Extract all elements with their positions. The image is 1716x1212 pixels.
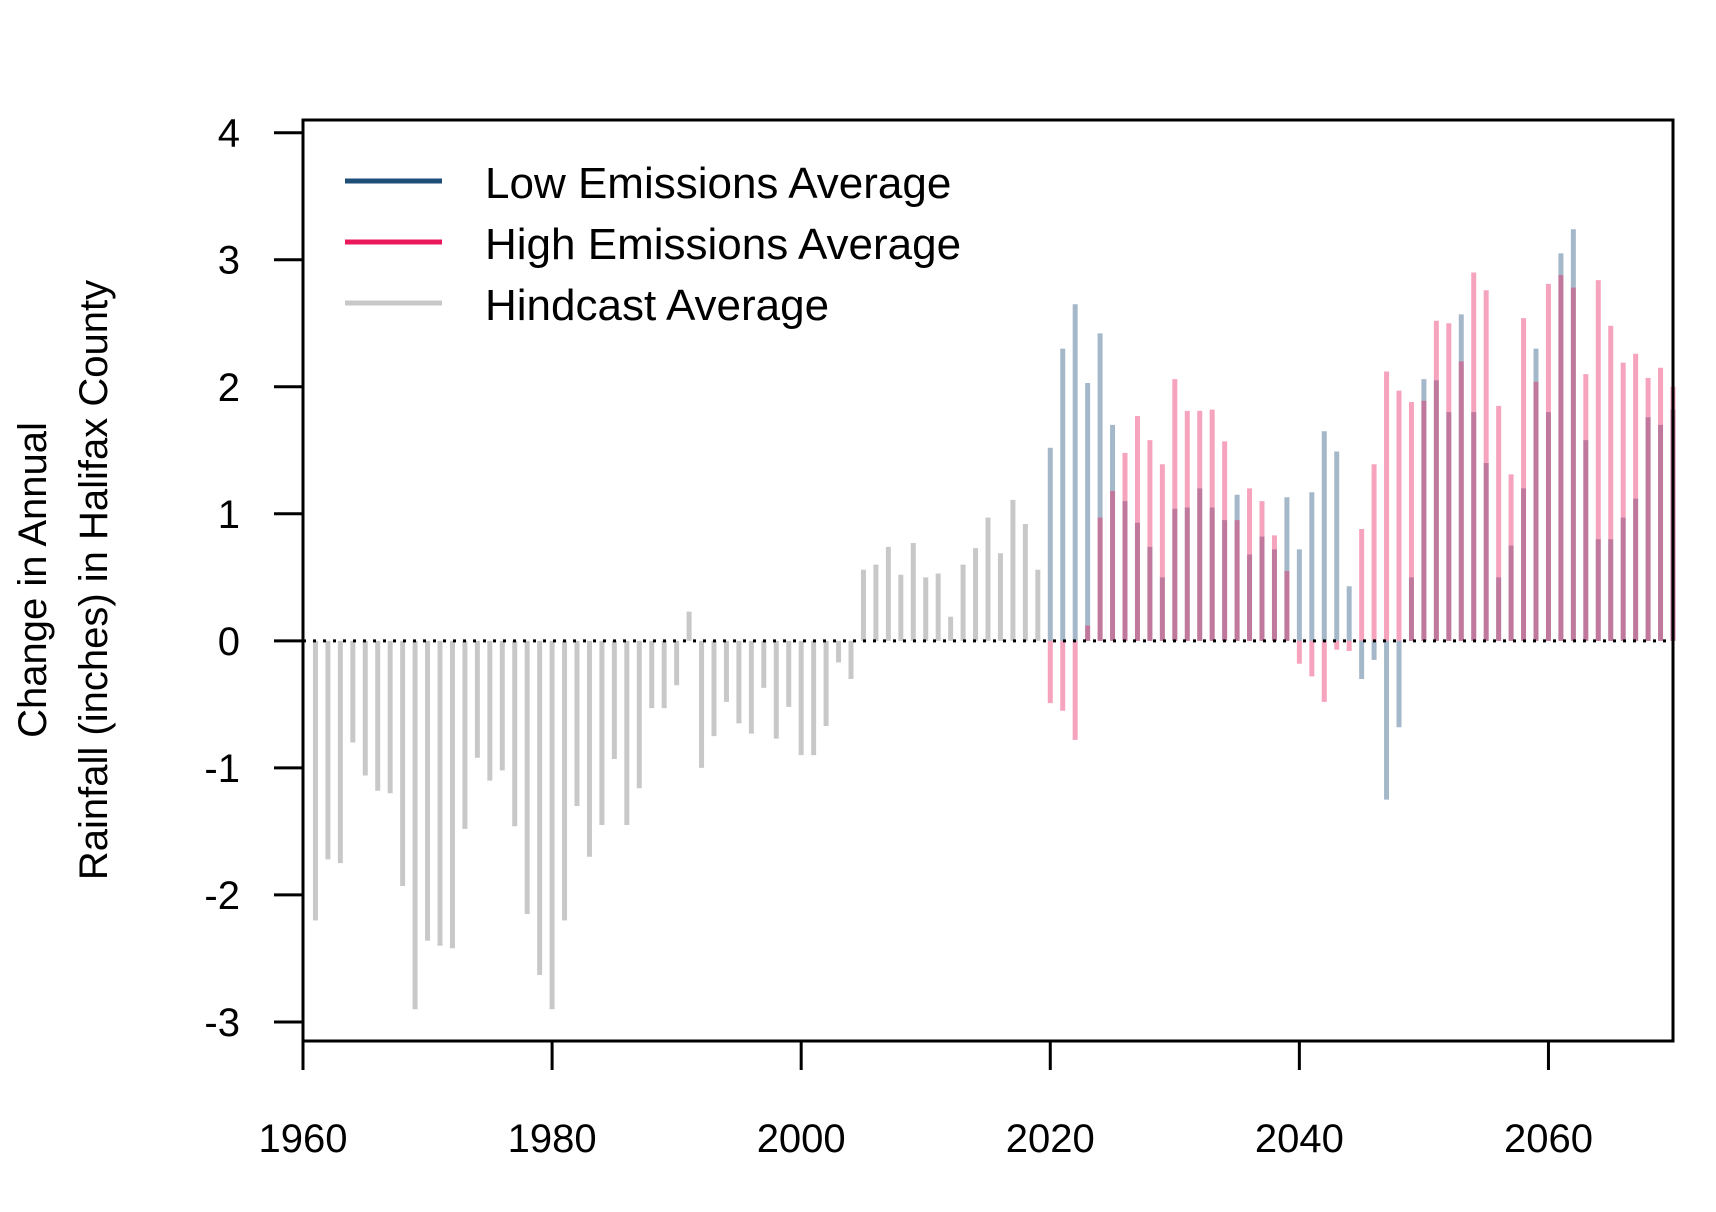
legend: Low Emissions Average High Emissions Ave… [345,159,961,330]
y-tick-label-4: 4 [218,112,240,156]
x-tick-label-2000: 2000 [757,1117,846,1161]
legend-label-low: Low Emissions Average [485,159,951,208]
legend-label-high: High Emissions Average [485,220,961,269]
x-tick-label-2020: 2020 [1006,1117,1095,1161]
x-tick-label-2040: 2040 [1255,1117,1344,1161]
x-tick-label-1980: 1980 [508,1117,597,1161]
y-axis: -3 -2 -1 0 1 2 3 4 [204,112,303,1045]
y-axis-label: Change in Annual Rainfall (inches) in Ha… [11,280,116,880]
y-tick-label-0: 0 [218,620,240,664]
y-tick-label--2: -2 [204,874,240,918]
y-axis-label-line-2: Rainfall (inches) in Halifax County [72,280,116,880]
y-tick-label-2: 2 [218,366,240,410]
plot-frame [301,118,1675,1043]
x-tick-label-1960: 1960 [259,1117,348,1161]
bars-layer [312,229,1676,1010]
y-tick-label-3: 3 [218,239,240,283]
x-axis: 1960 1980 2000 2020 2040 2060 [259,1041,1593,1161]
y-axis-label-line-1: Change in Annual [11,422,55,738]
y-tick-label--3: -3 [204,1001,240,1045]
x-tick-label-2060: 2060 [1504,1117,1593,1161]
legend-label-hindcast: Hindcast Average [485,281,829,330]
y-tick-label-1: 1 [218,493,240,537]
y-tick-label--1: -1 [204,747,240,791]
